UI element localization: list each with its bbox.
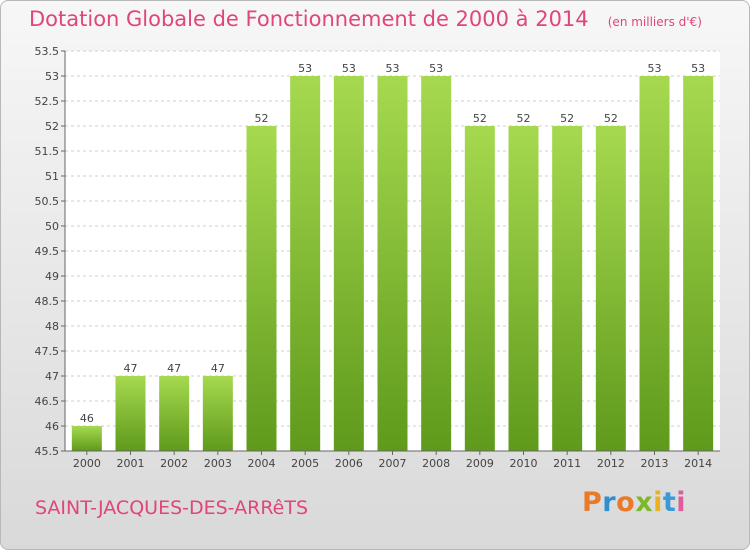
logo-letter: o — [616, 487, 636, 518]
x-tick-label: 2012 — [597, 457, 625, 470]
title-row: Dotation Globale de Fonctionnement de 20… — [29, 7, 702, 31]
chart-unit: (en milliers d'€) — [607, 15, 702, 29]
x-tick-label: 2010 — [510, 457, 538, 470]
y-tick-label: 53 — [45, 70, 59, 83]
y-tick-label: 47.5 — [35, 345, 60, 358]
bar-2009 — [464, 126, 495, 451]
bar-value-label: 53 — [386, 62, 400, 75]
bar-value-label: 46 — [80, 412, 94, 425]
x-tick-label: 2004 — [248, 457, 276, 470]
bar-value-label: 52 — [473, 112, 487, 125]
x-tick-label: 2003 — [204, 457, 232, 470]
bar-value-label: 53 — [648, 62, 662, 75]
bar-value-label: 53 — [429, 62, 443, 75]
x-tick-label: 2009 — [466, 457, 494, 470]
x-tick-label: 2002 — [160, 457, 188, 470]
y-tick-label: 49.5 — [35, 245, 60, 258]
bars: 46 47 47 47 52 53 53 53 53 52 52 52 52 53 53 — [71, 62, 714, 451]
bar-value-label: 52 — [517, 112, 531, 125]
x-tick-label: 2013 — [641, 457, 669, 470]
logo-letter: i — [653, 487, 663, 518]
logo-letter: t — [662, 487, 677, 518]
logo-letter: r — [602, 487, 617, 518]
y-tick-label: 49 — [45, 270, 59, 283]
bar-2000 — [71, 426, 102, 451]
commune-name: SAINT-JACQUES-DES-ARRêTS — [35, 497, 309, 519]
y-tick-label: 48 — [45, 320, 59, 333]
bar-value-label: 52 — [604, 112, 618, 125]
bar-value-label: 52 — [255, 112, 269, 125]
proxiti-logo[interactable]: Proxiti — [582, 487, 686, 518]
bar-2004 — [246, 126, 277, 451]
x-tick-label: 2014 — [684, 457, 712, 470]
bar-2007 — [377, 76, 408, 451]
bar-2012 — [595, 126, 626, 451]
y-tick-label: 51.5 — [35, 145, 60, 158]
y-tick-label: 50.5 — [35, 195, 60, 208]
bar-2003 — [202, 376, 233, 451]
y-tick-label: 45.5 — [35, 445, 60, 458]
x-tick-label: 2006 — [335, 457, 363, 470]
y-tick-label: 47 — [45, 370, 59, 383]
x-tick-label: 2001 — [117, 457, 145, 470]
bar-2010 — [508, 126, 539, 451]
bar-value-label: 52 — [560, 112, 574, 125]
y-tick-label: 53.5 — [35, 45, 60, 58]
x-tick-label: 2011 — [553, 457, 581, 470]
logo-letter: P — [582, 487, 603, 518]
x-tick-label: 2007 — [379, 457, 407, 470]
bar-2008 — [421, 76, 452, 451]
bar-2013 — [639, 76, 670, 451]
bar-value-label: 47 — [211, 362, 225, 375]
y-tick-label: 46.5 — [35, 395, 60, 408]
x-tick-label: 2008 — [422, 457, 450, 470]
bar-value-label: 47 — [167, 362, 181, 375]
bar-value-label: 53 — [691, 62, 705, 75]
bar-2011 — [552, 126, 583, 451]
axes: 45.5 46 46.5 47 47.5 48 48.5 49 49.5 50 50.5 51 51.5… — [35, 45, 720, 470]
y-tick-label: 51 — [45, 170, 59, 183]
y-tick-label: 50 — [45, 220, 59, 233]
bar-2014 — [683, 76, 714, 451]
bar-2001 — [115, 376, 146, 451]
y-tick-label: 52.5 — [35, 95, 60, 108]
y-tick-label: 46 — [45, 420, 59, 433]
chart-title: Dotation Globale de Fonctionnement de 20… — [29, 7, 589, 31]
bar-2005 — [290, 76, 321, 451]
bar-2002 — [159, 376, 190, 451]
x-tick-label: 2005 — [291, 457, 319, 470]
bar-2006 — [333, 76, 364, 451]
y-tick-label: 48.5 — [35, 295, 60, 308]
x-tick-label: 2000 — [73, 457, 101, 470]
logo-letter: i — [676, 487, 687, 518]
y-tick-label: 52 — [45, 120, 59, 133]
bar-value-label: 53 — [298, 62, 312, 75]
bar-value-label: 53 — [342, 62, 356, 75]
logo-letter: x — [635, 487, 654, 518]
bar-value-label: 47 — [124, 362, 138, 375]
